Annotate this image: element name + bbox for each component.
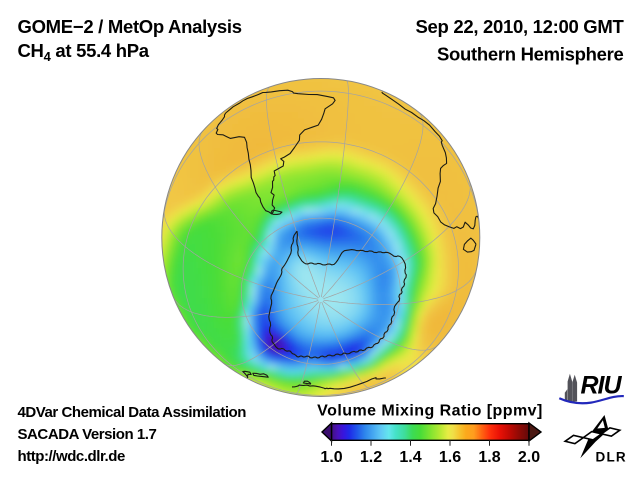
svg-text:GOME−2 / MetOp Analysis: GOME−2 / MetOp Analysis xyxy=(18,16,242,37)
svg-text:DLR: DLR xyxy=(596,450,627,465)
svg-text:SACADA Version 1.7: SACADA Version 1.7 xyxy=(18,426,157,443)
svg-text:Southern Hemisphere: Southern Hemisphere xyxy=(437,44,624,65)
svg-text:Sep 22, 2010, 12:00 GMT: Sep 22, 2010, 12:00 GMT xyxy=(415,16,624,37)
svg-text:1.8: 1.8 xyxy=(478,449,500,466)
svg-text:Volume Mixing Ratio [ppmv]: Volume Mixing Ratio [ppmv] xyxy=(317,403,543,420)
svg-text:CH4 at 55.4 hPa: CH4 at 55.4 hPa xyxy=(18,40,150,64)
svg-text:1.0: 1.0 xyxy=(320,449,342,466)
svg-text:http://wdc.dlr.de: http://wdc.dlr.de xyxy=(18,448,125,465)
svg-text:1.4: 1.4 xyxy=(399,449,421,466)
svg-text:RIU: RIU xyxy=(581,372,623,400)
svg-text:4DVar Chemical Data Assimilati: 4DVar Chemical Data Assimilation xyxy=(18,404,247,421)
svg-text:1.6: 1.6 xyxy=(439,449,461,466)
svg-text:2.0: 2.0 xyxy=(518,449,540,466)
svg-text:1.2: 1.2 xyxy=(360,449,382,466)
